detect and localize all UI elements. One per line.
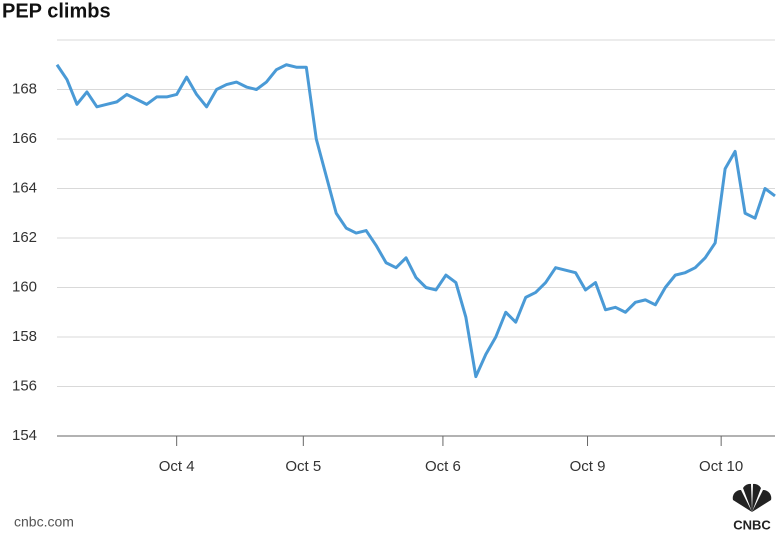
y-tick-label: 156 bbox=[12, 377, 37, 394]
y-tick-label: 166 bbox=[12, 130, 37, 147]
y-tick-label: 164 bbox=[12, 179, 37, 196]
source: cnbc.com bbox=[14, 514, 74, 530]
y-tick-label: 162 bbox=[12, 229, 37, 246]
logo-text: CNBC bbox=[733, 517, 771, 532]
x-tick-label: Oct 4 bbox=[159, 458, 195, 475]
x-tick-label: Oct 9 bbox=[570, 458, 606, 475]
y-tick-label: 158 bbox=[12, 328, 37, 345]
y-tick-label: 160 bbox=[12, 278, 37, 295]
chart-title: PEP climbs bbox=[2, 0, 111, 22]
y-tick-label: 168 bbox=[12, 80, 37, 97]
x-tick-label: Oct 5 bbox=[285, 458, 321, 475]
logo: CNBC bbox=[732, 483, 771, 532]
x-tick-label: Oct 6 bbox=[425, 458, 461, 475]
y-tick-label: 154 bbox=[12, 427, 37, 444]
x-tick-label: Oct 10 bbox=[699, 458, 743, 475]
line bbox=[55, 63, 776, 379]
